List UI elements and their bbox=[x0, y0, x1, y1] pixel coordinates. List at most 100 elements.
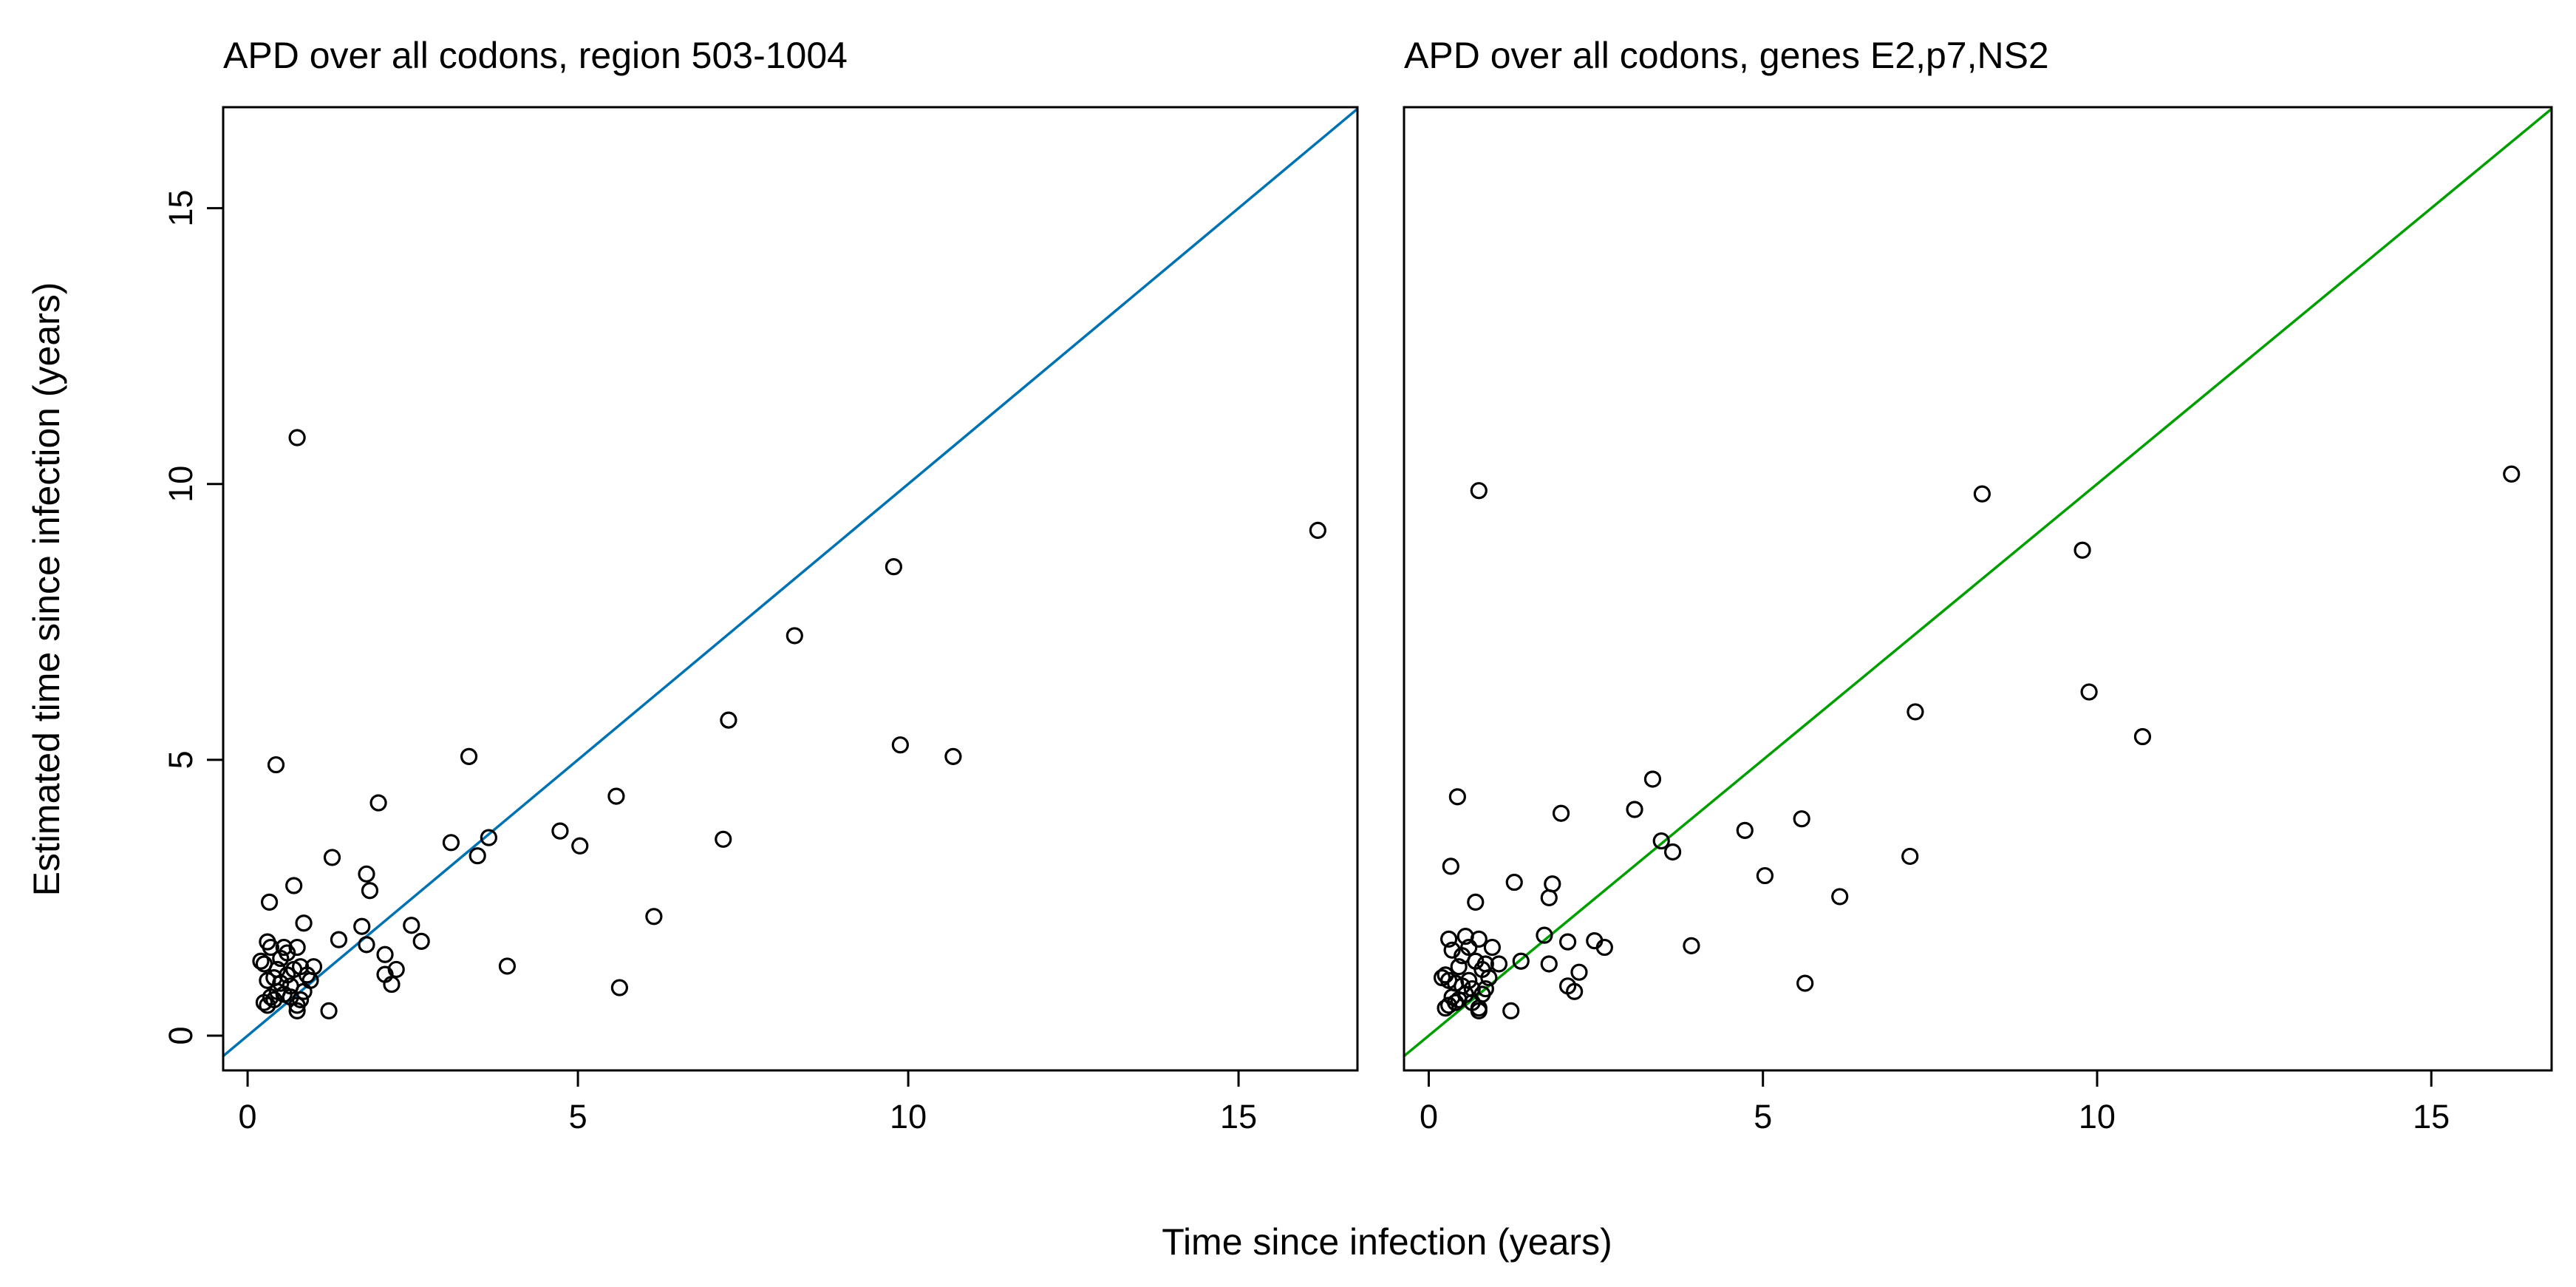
data-point bbox=[1483, 938, 1501, 957]
data-point bbox=[610, 979, 629, 996]
data-point bbox=[480, 829, 497, 846]
data-point bbox=[387, 960, 405, 979]
data-point bbox=[2503, 465, 2521, 483]
data-point bbox=[442, 834, 460, 852]
data-point bbox=[1831, 888, 1849, 906]
data-point bbox=[1570, 963, 1588, 981]
data-point bbox=[885, 558, 903, 576]
plot-frame bbox=[222, 106, 1359, 1072]
data-point bbox=[715, 830, 732, 848]
data-point bbox=[255, 994, 273, 1011]
data-point bbox=[645, 908, 663, 926]
data-point bbox=[1512, 952, 1530, 970]
data-point bbox=[1470, 1002, 1488, 1020]
data-point bbox=[265, 991, 283, 1009]
data-point bbox=[891, 736, 909, 754]
plot-frame bbox=[1403, 106, 2553, 1072]
data-point bbox=[267, 755, 285, 774]
y-tick-label: 0 bbox=[162, 1026, 200, 1045]
data-point bbox=[376, 945, 394, 963]
x-tick-label: 0 bbox=[239, 1098, 257, 1135]
x-tick-label: 10 bbox=[890, 1098, 927, 1135]
data-point bbox=[291, 991, 310, 1009]
data-point bbox=[361, 882, 379, 900]
data-point bbox=[1454, 947, 1471, 965]
x-tick-label: 0 bbox=[1420, 1098, 1438, 1135]
data-point bbox=[1490, 955, 1508, 973]
data-point bbox=[460, 747, 478, 765]
data-point bbox=[551, 822, 569, 840]
data-point bbox=[1309, 521, 1326, 539]
data-point bbox=[1505, 873, 1523, 892]
data-point bbox=[720, 711, 737, 729]
data-point bbox=[1536, 926, 1553, 944]
data-point bbox=[1652, 832, 1670, 850]
data-point bbox=[1437, 999, 1454, 1017]
data-point bbox=[1558, 933, 1577, 951]
data-point bbox=[288, 429, 306, 446]
data-point bbox=[282, 977, 299, 995]
x-axis-label: Time since infection (years) bbox=[1162, 1221, 1612, 1263]
data-point bbox=[786, 627, 803, 645]
data-point bbox=[498, 957, 517, 975]
data-point bbox=[353, 917, 371, 935]
reference-line bbox=[1404, 107, 2552, 1058]
data-point bbox=[1442, 858, 1459, 875]
x-tick-label: 5 bbox=[569, 1098, 587, 1135]
reference-line bbox=[223, 107, 1357, 1058]
data-point bbox=[262, 938, 279, 957]
data-point bbox=[358, 936, 375, 954]
y-axis-label: Estimated time since infection (years) bbox=[26, 282, 67, 897]
data-point bbox=[369, 794, 387, 812]
data-point bbox=[1443, 941, 1461, 959]
panel-title-right: APD over all codons, genes E2,p7,NS2 bbox=[1404, 35, 2049, 76]
data-point bbox=[571, 837, 589, 855]
data-point bbox=[383, 975, 401, 994]
data-point bbox=[1626, 801, 1643, 818]
data-point bbox=[1476, 979, 1494, 998]
data-point bbox=[1440, 930, 1458, 948]
data-point bbox=[1736, 821, 1754, 839]
data-point bbox=[1907, 703, 1924, 721]
data-point bbox=[295, 914, 313, 932]
data-point bbox=[1480, 969, 1498, 987]
data-point bbox=[2080, 683, 2098, 701]
data-point bbox=[1448, 788, 1466, 806]
data-point bbox=[468, 847, 486, 865]
data-point bbox=[1447, 994, 1465, 1011]
data-point bbox=[1470, 930, 1488, 948]
data-point bbox=[358, 865, 375, 883]
data-point bbox=[1450, 958, 1468, 976]
data-point bbox=[2133, 727, 2152, 746]
data-point bbox=[1793, 810, 1810, 828]
data-point bbox=[944, 747, 962, 765]
data-point bbox=[260, 893, 279, 911]
data-point bbox=[1756, 866, 1774, 885]
data-point bbox=[1595, 938, 1613, 957]
y-tick-label: 5 bbox=[162, 750, 200, 769]
data-point bbox=[1664, 843, 1682, 861]
data-point bbox=[1540, 955, 1558, 973]
data-point bbox=[330, 931, 348, 948]
data-point bbox=[1470, 482, 1488, 500]
data-point bbox=[323, 849, 341, 866]
data-point bbox=[1683, 937, 1700, 954]
x-tick-label: 15 bbox=[1220, 1098, 1257, 1135]
data-point bbox=[288, 938, 306, 957]
data-point bbox=[288, 1002, 306, 1020]
data-point bbox=[1973, 485, 1991, 503]
data-point bbox=[1901, 847, 1919, 866]
data-point bbox=[607, 787, 625, 805]
x-tick-label: 5 bbox=[1754, 1098, 1772, 1135]
data-point bbox=[1796, 974, 1814, 992]
data-point bbox=[2074, 541, 2091, 559]
data-point bbox=[320, 1002, 338, 1020]
data-point bbox=[1433, 969, 1451, 987]
x-tick-label: 15 bbox=[2413, 1098, 2450, 1135]
data-point bbox=[1566, 982, 1584, 1000]
panel-right: APD over all codons, genes E2,p7,NS2 0 5 1… bbox=[1403, 35, 2553, 1135]
panel-title-left: APD over all codons, region 503-1004 bbox=[223, 35, 848, 76]
y-tick-label: 10 bbox=[162, 466, 200, 503]
data-point bbox=[1552, 804, 1570, 822]
